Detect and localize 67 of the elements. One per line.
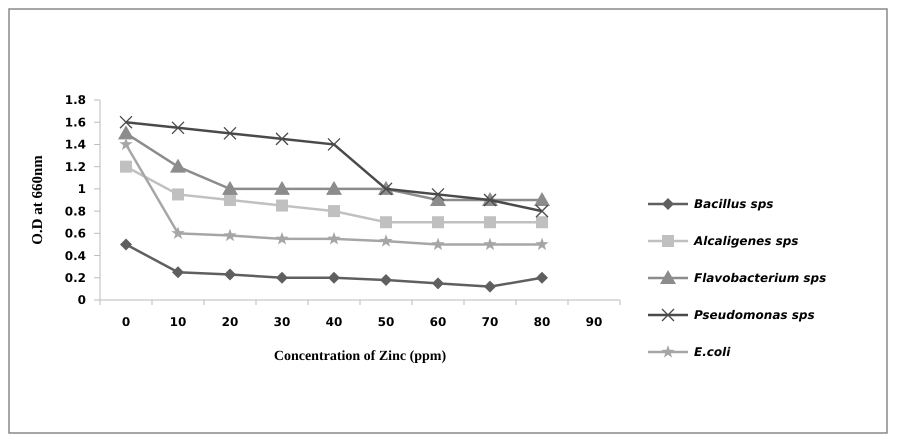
- x-tick-label: 70: [482, 315, 498, 329]
- point: [275, 232, 289, 245]
- x-tick-label: 30: [274, 315, 290, 329]
- point: [171, 121, 185, 134]
- x-tick-label: 90: [586, 315, 602, 329]
- point: [224, 194, 236, 206]
- x-tick-label: 0: [122, 315, 130, 329]
- legend-label: E.coli: [694, 345, 732, 360]
- y-tick-label: 0.8: [64, 204, 86, 218]
- x-axis-title: Concentration of Zinc (ppm): [274, 349, 446, 364]
- point: [222, 180, 238, 195]
- y-tick-label: 1.8: [64, 93, 86, 108]
- y-tick-label: 1.4: [64, 138, 86, 152]
- y-tick-label: 0: [78, 293, 86, 308]
- point: [484, 216, 496, 228]
- point: [431, 237, 445, 250]
- legend-label: Alcaligenes sps: [693, 234, 798, 248]
- point: [172, 188, 184, 200]
- y-tick-label: 0.2: [64, 270, 86, 285]
- legend-label: Bacillus sps: [694, 197, 774, 212]
- point: [223, 228, 237, 242]
- x-tick-label: 80: [534, 315, 550, 329]
- point: [432, 277, 444, 290]
- point: [536, 272, 548, 284]
- x-tick-label: 50: [378, 315, 394, 329]
- point: [483, 237, 497, 250]
- point: [170, 158, 186, 173]
- x-tick-label: 40: [326, 315, 342, 329]
- point: [327, 138, 341, 152]
- x-tick-label: 10: [170, 315, 186, 329]
- point: [276, 200, 288, 212]
- legend-label: Flavobacterium sps: [694, 271, 826, 286]
- y-axis-title: O.D at 660nm: [30, 154, 46, 245]
- point: [380, 216, 392, 228]
- point: [431, 188, 445, 202]
- point: [275, 132, 289, 146]
- y-tick-label: 1.2: [64, 160, 86, 174]
- point: [484, 280, 496, 293]
- y-tick-label: 0.6: [64, 226, 86, 241]
- point: [276, 272, 288, 284]
- point: [118, 125, 134, 140]
- point: [119, 116, 133, 129]
- point: [328, 272, 340, 284]
- point: [432, 216, 444, 228]
- x-tick-label: 60: [430, 315, 446, 329]
- x-tick-label: 20: [222, 315, 238, 329]
- point: [535, 204, 549, 218]
- point: [223, 126, 237, 140]
- point: [379, 234, 393, 247]
- legend-label: Pseudomonas sps: [694, 308, 815, 322]
- point: [328, 205, 340, 218]
- y-tick-label: 1.6: [64, 115, 86, 130]
- point: [119, 137, 133, 150]
- point: [120, 238, 132, 250]
- point: [120, 160, 132, 173]
- point: [535, 237, 549, 250]
- point: [534, 192, 550, 206]
- point: [380, 274, 392, 286]
- y-tick-label: 0.4: [64, 248, 86, 263]
- point: [326, 180, 342, 195]
- point: [172, 266, 184, 278]
- y-tick-label: 1: [78, 182, 86, 196]
- point: [536, 216, 548, 228]
- point: [171, 226, 185, 239]
- point: [327, 232, 341, 245]
- point: [274, 180, 290, 195]
- point: [224, 268, 236, 280]
